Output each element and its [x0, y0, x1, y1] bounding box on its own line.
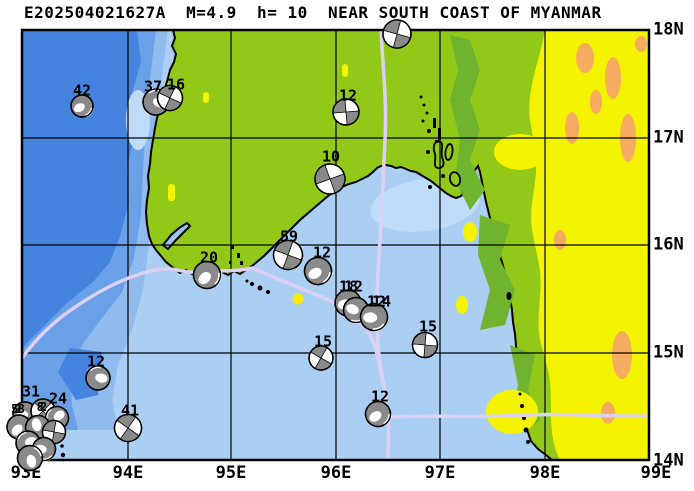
terrain-yellow-fleck-1 — [463, 222, 477, 242]
fault-east-branch — [386, 412, 649, 419]
fault-lines — [22, 30, 649, 460]
gulf-islets — [426, 150, 445, 189]
delta-yellow-fleck-1 — [203, 92, 209, 103]
sea-pale-coast — [126, 90, 150, 150]
fault-west-branch — [22, 266, 385, 384]
terrain-darkgreen-2 — [478, 215, 515, 330]
sea-band-deepest — [22, 30, 141, 350]
gulf-islands — [432, 140, 462, 187]
delta-yellow-fleck-2 — [168, 184, 175, 201]
island-fleck — [87, 369, 92, 377]
delta-yellow-fleck-3 — [342, 64, 348, 77]
delta-lake — [161, 221, 192, 251]
southwest-islets — [60, 444, 66, 458]
terrain-yellow-lobe-2 — [486, 390, 538, 434]
terrain-yellow-fleck-2 — [456, 296, 468, 314]
graticule — [22, 30, 649, 460]
terrain-darkgreen-1 — [450, 35, 485, 210]
terrain-yellow-lobe-1 — [494, 134, 546, 170]
map-title: E202504021627A M=4.9 h= 10 NEAR SOUTH CO… — [24, 3, 602, 22]
coastal-ponds — [229, 245, 270, 294]
map-border — [20, 28, 651, 462]
